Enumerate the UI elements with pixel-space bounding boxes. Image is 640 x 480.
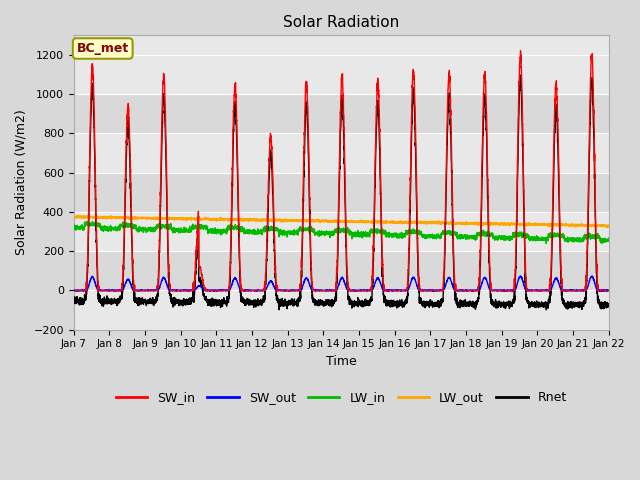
SW_out xyxy=(70,288,77,293)
LW_in xyxy=(605,239,612,244)
Bar xyxy=(74,290,609,330)
SW_out xyxy=(166,288,173,293)
Bar xyxy=(74,55,609,94)
LW_in xyxy=(461,234,469,240)
SW_in xyxy=(492,288,499,293)
Bar xyxy=(74,212,609,251)
LW_out xyxy=(604,225,611,230)
Bar xyxy=(74,173,609,212)
SW_out xyxy=(492,288,499,293)
Rnet xyxy=(605,302,612,308)
LW_in xyxy=(492,234,499,240)
LW_in xyxy=(166,224,174,229)
SW_out xyxy=(604,288,612,293)
SW_in xyxy=(431,288,439,293)
Rnet xyxy=(321,300,329,305)
Title: Solar Radiation: Solar Radiation xyxy=(283,15,399,30)
LW_in xyxy=(543,240,550,246)
Rnet xyxy=(516,72,524,78)
Line: SW_out: SW_out xyxy=(74,276,609,291)
Bar xyxy=(74,133,609,173)
Text: BC_met: BC_met xyxy=(77,42,129,55)
LW_out xyxy=(70,214,77,219)
Line: LW_out: LW_out xyxy=(74,216,609,228)
SW_out xyxy=(461,288,468,293)
Legend: SW_in, SW_out, LW_in, LW_out, Rnet: SW_in, SW_out, LW_in, LW_out, Rnet xyxy=(111,386,572,409)
Rnet xyxy=(492,302,499,308)
SW_in xyxy=(70,288,77,293)
LW_in xyxy=(83,218,90,224)
SW_in xyxy=(461,288,468,293)
Bar xyxy=(74,251,609,290)
LW_out xyxy=(461,221,469,227)
LW_out xyxy=(431,221,439,227)
SW_out xyxy=(500,288,508,294)
Rnet xyxy=(604,303,612,309)
Rnet xyxy=(543,307,550,312)
SW_out xyxy=(431,288,439,293)
LW_in xyxy=(70,224,77,229)
Line: Rnet: Rnet xyxy=(74,75,609,310)
Bar xyxy=(74,94,609,133)
Rnet xyxy=(461,302,468,308)
SW_in xyxy=(321,288,329,293)
SW_in xyxy=(166,284,173,289)
Rnet xyxy=(166,292,173,298)
X-axis label: Time: Time xyxy=(326,355,356,368)
Line: SW_in: SW_in xyxy=(74,51,609,290)
LW_in xyxy=(604,238,612,244)
LW_out xyxy=(321,218,329,224)
SW_out xyxy=(321,288,329,293)
Y-axis label: Solar Radiation (W/m2): Solar Radiation (W/m2) xyxy=(15,109,28,255)
Rnet xyxy=(70,300,77,305)
Rnet xyxy=(431,300,439,306)
LW_out xyxy=(166,216,174,221)
LW_in xyxy=(321,232,329,238)
SW_in xyxy=(605,288,612,293)
SW_in xyxy=(604,288,612,293)
SW_in xyxy=(516,48,524,54)
SW_out xyxy=(516,273,524,279)
LW_out xyxy=(492,221,499,227)
LW_out xyxy=(605,224,612,230)
SW_out xyxy=(605,288,612,293)
LW_in xyxy=(431,234,439,240)
LW_out xyxy=(80,213,88,218)
Line: LW_in: LW_in xyxy=(74,221,609,243)
LW_out xyxy=(604,224,612,229)
